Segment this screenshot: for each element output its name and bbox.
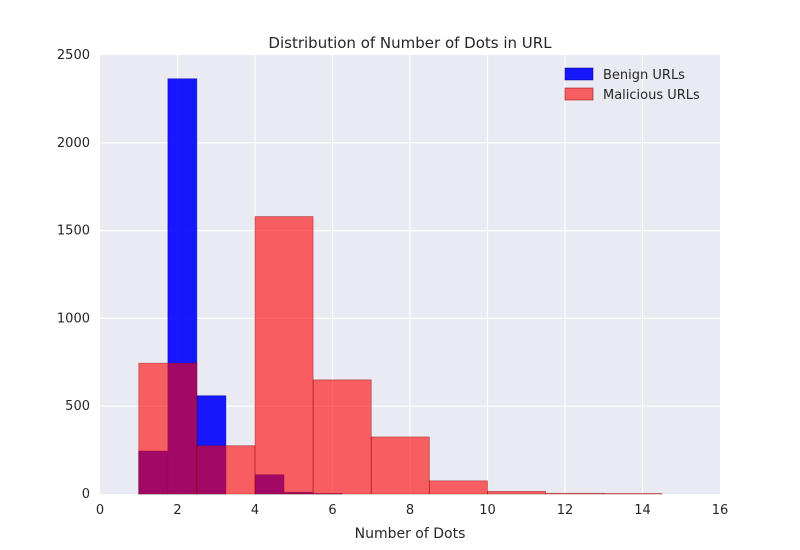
x-tick-label: 6 — [328, 503, 336, 518]
legend-swatch-benign — [564, 67, 594, 81]
chart-title: Distribution of Number of Dots in URL — [268, 34, 552, 52]
malicious-bar — [312, 379, 372, 495]
legend: Benign URLs Malicious URLs — [564, 67, 700, 103]
malicious-bar — [196, 445, 256, 495]
malicious-bar — [487, 490, 547, 495]
y-tick-label: 1000 — [57, 311, 90, 326]
malicious-bar — [428, 480, 488, 495]
x-tick-label: 14 — [634, 503, 651, 518]
malicious-bar — [254, 216, 314, 495]
y-tick-label: 2500 — [57, 48, 90, 63]
legend-swatch-malicious — [564, 87, 594, 101]
malicious-bar — [370, 436, 430, 495]
x-tick-label: 0 — [96, 503, 104, 518]
y-tick-label: 500 — [65, 399, 90, 414]
malicious-bar — [603, 493, 663, 495]
y-tick-label: 1500 — [57, 224, 90, 239]
malicious-bar — [545, 492, 605, 495]
y-tick-label: 0 — [82, 487, 90, 502]
x-tick-label: 8 — [406, 503, 414, 518]
x-tick-label: 4 — [251, 503, 259, 518]
x-tick-label: 16 — [712, 503, 729, 518]
legend-label-benign: Benign URLs — [603, 68, 685, 83]
y-tick-labels: 0 500 1000 1500 2000 2500 — [57, 48, 90, 502]
legend-label-malicious: Malicious URLs — [603, 88, 700, 103]
x-axis-label: Number of Dots — [355, 526, 466, 542]
x-tick-labels: 0 2 4 6 8 10 12 14 16 — [96, 503, 728, 518]
x-tick-label: 12 — [557, 503, 574, 518]
bars — [138, 78, 663, 495]
malicious-bar — [138, 362, 198, 495]
x-tick-label: 10 — [479, 503, 496, 518]
x-tick-label: 2 — [173, 503, 181, 518]
y-tick-label: 2000 — [57, 136, 90, 151]
